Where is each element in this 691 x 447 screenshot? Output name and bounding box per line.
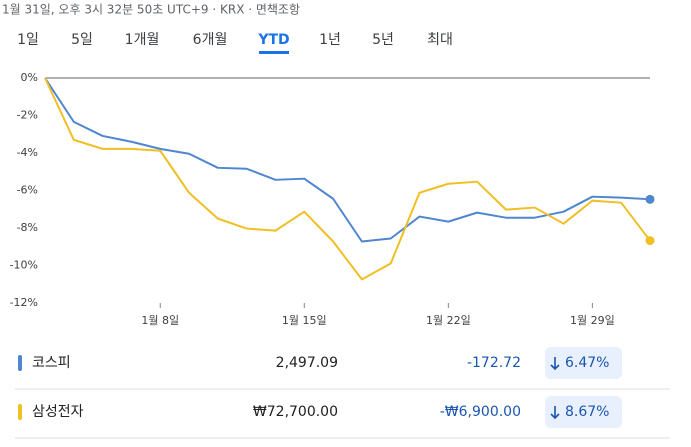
price: 2,497.09 (276, 355, 338, 371)
y-tick-label: -8% (17, 221, 38, 234)
tab-underline (259, 51, 289, 54)
change-pill (545, 396, 622, 428)
range-tab[interactable]: 1년 (319, 32, 341, 48)
legend-marker (18, 355, 22, 371)
series-line (44, 77, 651, 281)
change-percent: 8.67% (565, 404, 609, 420)
series-line (44, 77, 651, 243)
y-tick-label: -4% (17, 146, 38, 159)
range-tab[interactable]: YTD (257, 32, 289, 48)
range-tab[interactable]: 5년 (372, 32, 394, 48)
timestamp: 1월 31일, 오후 3시 32분 50초 UTC+9 · KRX · 면책조항 (2, 2, 300, 17)
x-tick-label: 1월 29일 (570, 313, 615, 327)
range-tab[interactable]: 최대 (427, 32, 453, 48)
legend-name: 삼성전자 (32, 404, 84, 420)
legend-name: 코스피 (32, 355, 71, 371)
y-tick-label: 0% (21, 71, 38, 84)
down-arrow (550, 357, 560, 371)
price: ₩72,700.00 (253, 404, 338, 420)
y-tick-label: -12% (10, 296, 38, 309)
range-tab[interactable]: 1개월 (125, 32, 160, 48)
y-tick-label: -6% (17, 184, 38, 197)
change: -₩6,900.00 (440, 404, 521, 420)
end-point (645, 236, 655, 246)
range-tab[interactable]: 5일 (71, 32, 93, 48)
change-pill (545, 347, 622, 379)
range-tab[interactable]: 6개월 (193, 32, 228, 48)
down-arrow (550, 406, 560, 420)
x-tick-label: 1월 22일 (426, 313, 471, 327)
x-tick-label: 1월 15일 (282, 313, 327, 327)
y-tick-label: -10% (10, 259, 38, 272)
legend-marker (18, 404, 22, 420)
y-tick-label: -2% (17, 109, 38, 122)
range-tab[interactable]: 1일 (17, 32, 39, 48)
x-tick-label: 1월 8일 (141, 313, 179, 327)
change-percent: 6.47% (565, 355, 609, 371)
end-point (645, 194, 655, 204)
change: -172.72 (467, 355, 521, 371)
